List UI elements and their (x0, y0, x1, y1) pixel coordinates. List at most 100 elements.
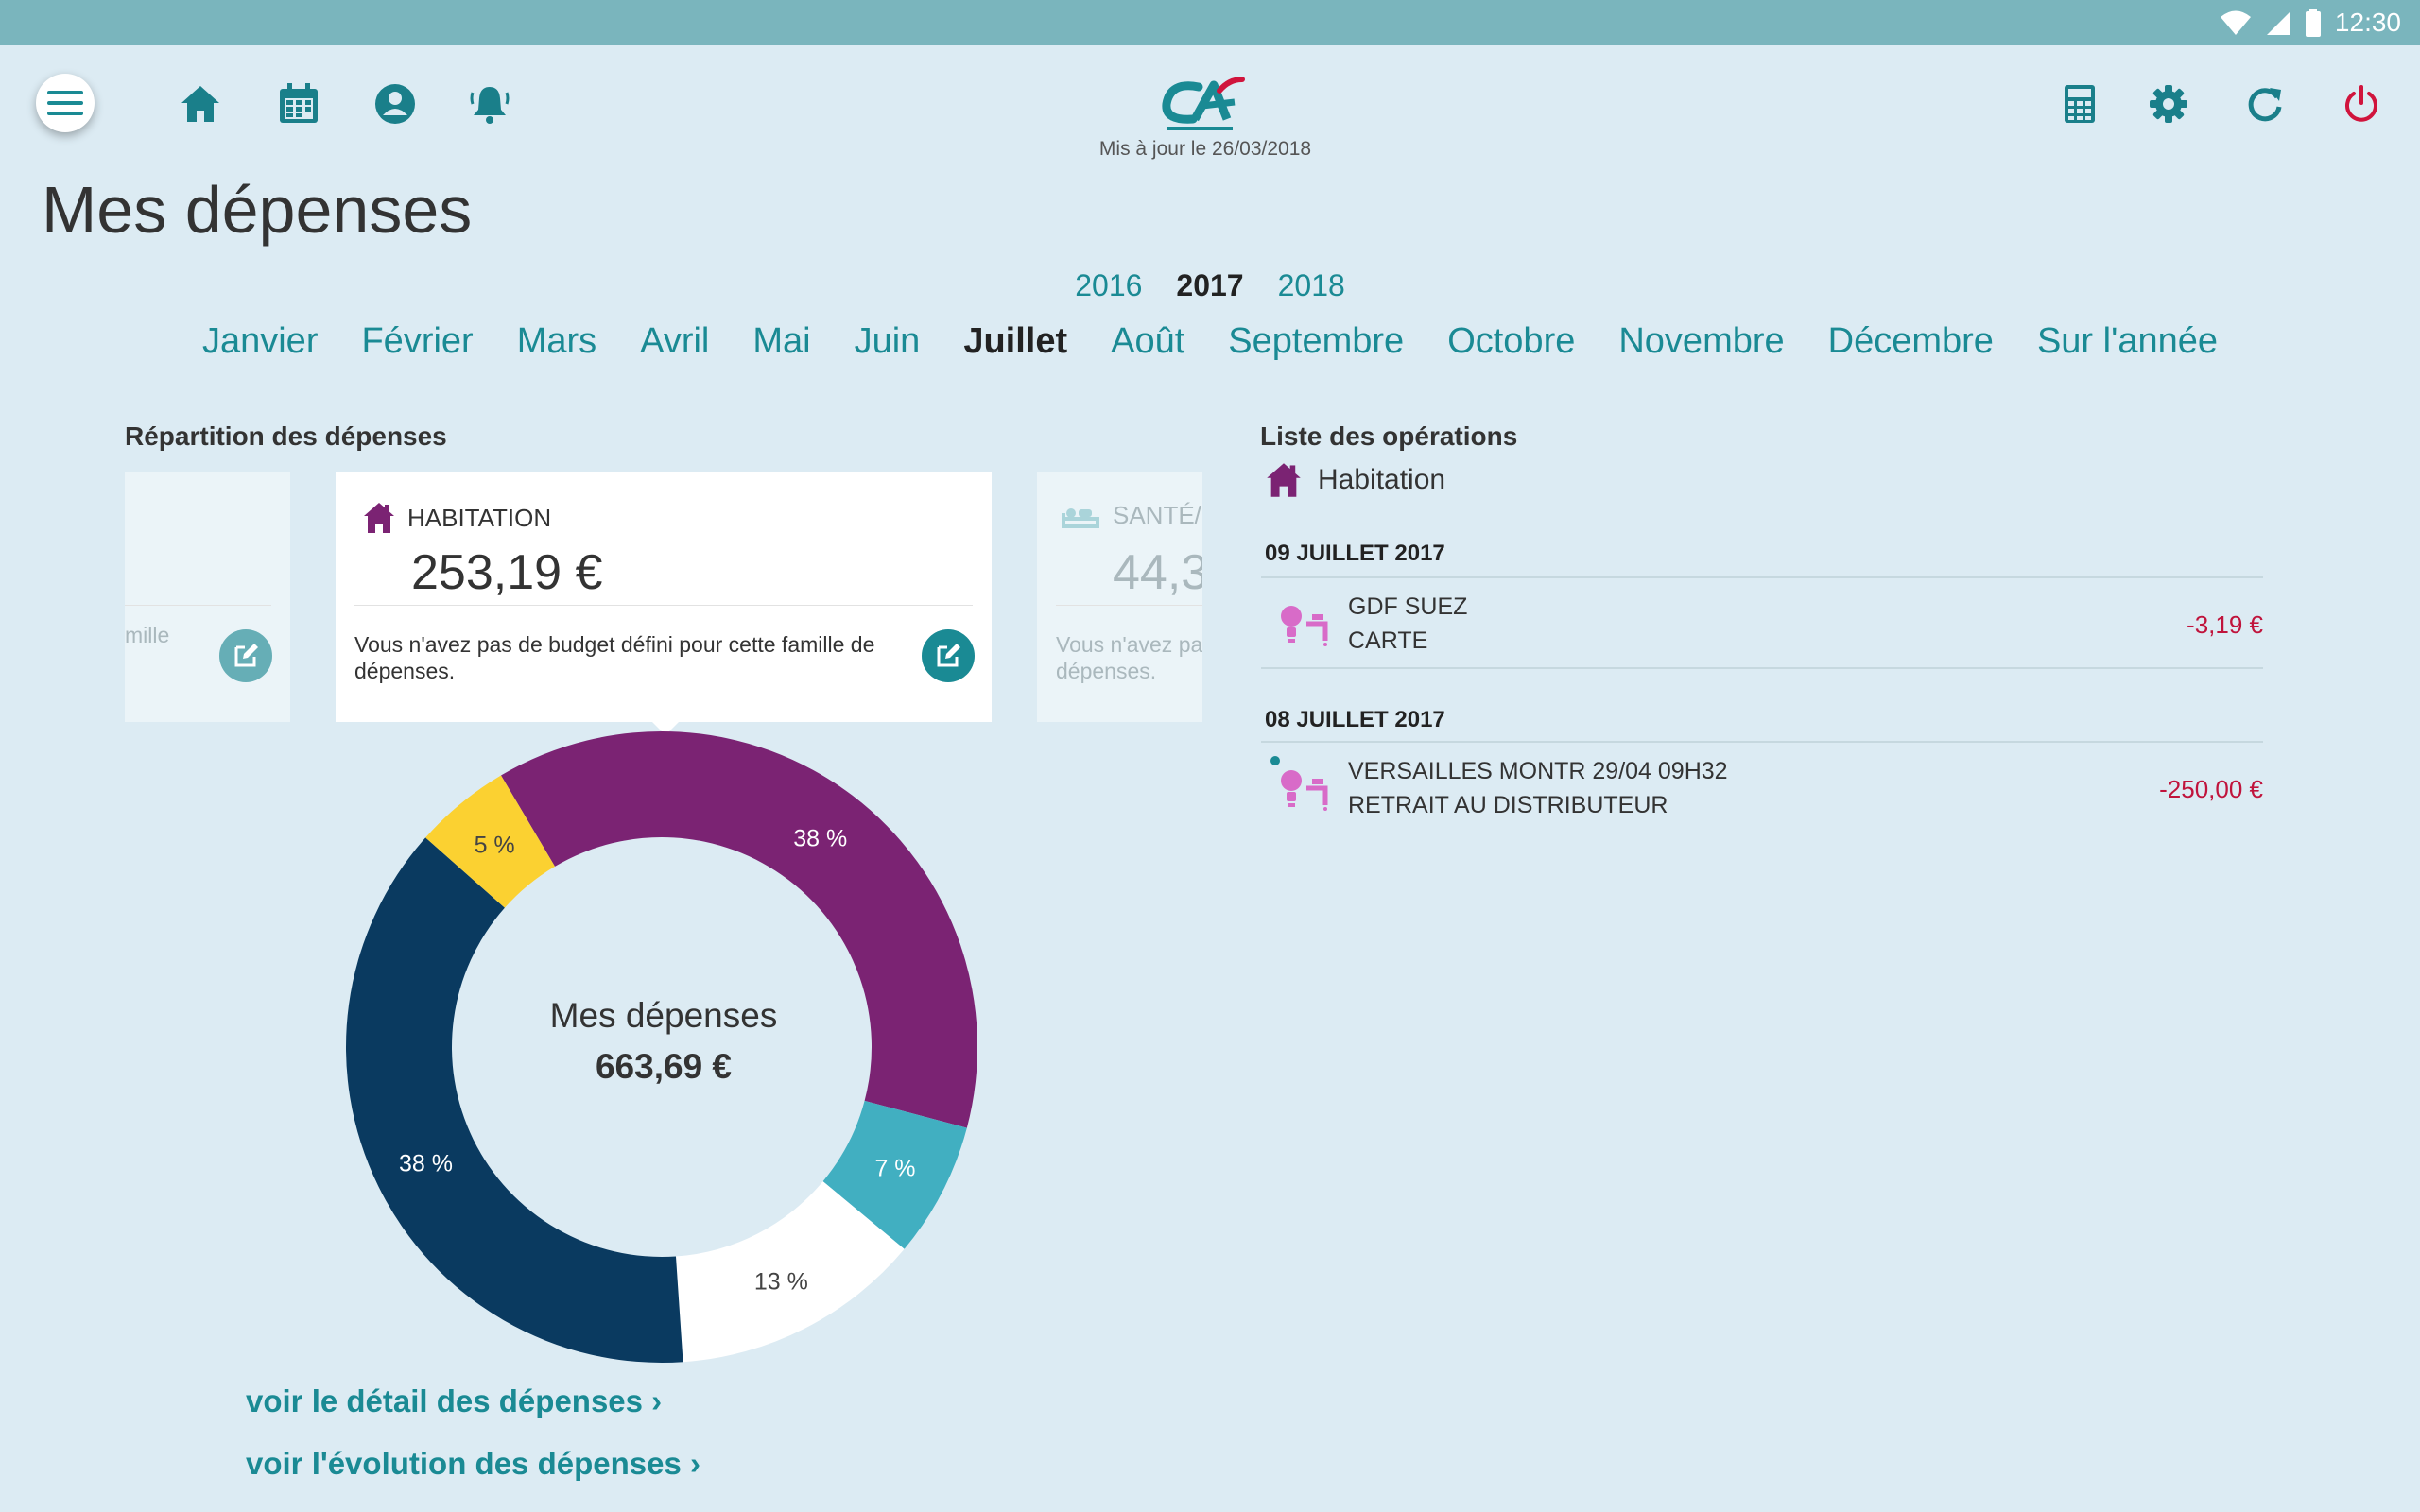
profile-button[interactable] (371, 79, 420, 129)
operation-row[interactable]: GDF SUEZ CARTE -3,19 € (1261, 580, 2263, 667)
divider (1261, 667, 2263, 669)
calendar-icon (280, 83, 318, 123)
card-category-label: SANTÉ/ (1113, 501, 1201, 529)
month-aout[interactable]: Août (1111, 321, 1185, 361)
edit-icon (937, 644, 960, 667)
bell-icon (470, 87, 510, 124)
unread-indicator (1270, 756, 1280, 765)
expenses-donut-chart: 38 % 7 % 13 % 38 % 5 % (346, 730, 977, 1363)
operation-date: 08 JUILLET 2017 (1265, 707, 1445, 732)
page-title: Mes dépenses (42, 173, 473, 247)
status-time: 12:30 (2334, 8, 2401, 37)
repartition-title: Répartition des dépenses (125, 421, 447, 451)
calculator-icon (2065, 85, 2095, 123)
card-category: SANTÉ/ (1060, 501, 1201, 530)
donut-slice-label-4: 5 % (475, 833, 515, 859)
card-category-label: HABITATION (407, 503, 552, 532)
refresh-icon (2248, 88, 2282, 122)
evolution-expenses-link[interactable]: voir l'évolution des dépenses › (246, 1446, 700, 1481)
category-card-previous[interactable]: mille (125, 472, 290, 722)
month-decembre[interactable]: Décembre (1827, 321, 1994, 361)
power-icon (2345, 85, 2377, 122)
month-avril[interactable]: Avril (640, 321, 710, 361)
card-category: HABITATION (362, 501, 551, 535)
refresh-button[interactable] (2240, 79, 2290, 129)
year-2018[interactable]: 2018 (1277, 268, 1345, 302)
operation-label: GDF SUEZ (1348, 593, 1468, 620)
home-button[interactable] (176, 79, 225, 129)
wifi-icon (2220, 10, 2251, 35)
donut-slice-label-3: 38 % (399, 1150, 453, 1177)
card-message: mille (125, 623, 170, 647)
operation-type: CARTE (1348, 627, 1428, 654)
donut-center-value: 663,69 € (595, 1047, 733, 1086)
edit-icon (234, 644, 258, 667)
year-selector: 2016 2017 2018 (0, 268, 2420, 303)
edit-budget-button[interactable] (219, 629, 272, 682)
gear-icon (2150, 85, 2187, 123)
logout-button[interactable] (2337, 79, 2386, 129)
operations-filter-label: Habitation (1318, 464, 1446, 495)
operation-amount: -250,00 € (2159, 775, 2263, 803)
divider (1261, 741, 2263, 743)
energy-water-icon (1281, 770, 1328, 811)
card-separator (125, 605, 271, 606)
operation-label: VERSAILLES MONTR 29/04 09H32 (1348, 758, 1728, 784)
donut-slice-label-1: 7 % (874, 1156, 915, 1182)
year-2017[interactable]: 2017 (1176, 268, 1244, 302)
operation-row[interactable]: VERSAILLES MONTR 29/04 09H32 RETRAIT AU … (1261, 745, 2263, 832)
divider (1261, 576, 2263, 578)
month-janvier[interactable]: Janvier (201, 321, 319, 361)
menu-button[interactable] (36, 74, 95, 132)
house-icon (364, 503, 394, 533)
month-selector: Janvier Février Mars Avril Mai Juin Juil… (0, 321, 2420, 362)
donut-slice-1[interactable] (822, 1100, 967, 1249)
category-card-habitation[interactable]: HABITATION 253,19 € Vous n'avez pas de b… (336, 472, 992, 722)
operations-filter: Habitation (1265, 461, 1445, 499)
card-message: Vous n'avez pas de budget défini pour ce… (354, 632, 875, 683)
month-juin[interactable]: Juin (854, 321, 921, 361)
month-sur-lannee[interactable]: Sur l'année (2036, 321, 2219, 361)
operation-amount: -3,19 € (2187, 610, 2263, 639)
operations-title: Liste des opérations (1260, 421, 1518, 451)
menu-icon (47, 91, 83, 115)
donut-slice-0[interactable] (500, 730, 977, 1128)
category-card-next[interactable]: SANTÉ/ 44,3 Vous n'avez pas de budget dé… (1037, 472, 1202, 722)
month-fevrier[interactable]: Février (361, 321, 474, 361)
month-mai[interactable]: Mai (752, 321, 811, 361)
donut-slice-label-0: 38 % (793, 825, 847, 851)
donut-center-label: Mes dépenses (549, 996, 778, 1035)
profile-icon (375, 84, 415, 124)
house-icon (1267, 463, 1301, 497)
battery-icon (2305, 9, 2321, 37)
calendar-button[interactable] (274, 79, 323, 129)
detail-expenses-link[interactable]: voir le détail des dépenses › (246, 1383, 663, 1418)
operation-type: RETRAIT AU DISTRIBUTEUR (1348, 792, 1668, 818)
signal-icon (2266, 11, 2290, 35)
donut-slice-3[interactable] (346, 837, 683, 1363)
calculator-button[interactable] (2055, 79, 2104, 129)
status-bar: 12:30 (0, 0, 2420, 45)
energy-water-icon (1281, 606, 1328, 646)
card-separator (1056, 605, 1202, 606)
credit-agricole-logo (1161, 74, 1246, 132)
year-2016[interactable]: 2016 (1075, 268, 1143, 302)
donut-slice-label-2: 13 % (754, 1269, 808, 1296)
month-juillet[interactable]: Juillet (963, 321, 1068, 361)
month-mars[interactable]: Mars (516, 321, 597, 361)
health-icon (1062, 507, 1099, 528)
edit-budget-button[interactable] (922, 629, 975, 682)
card-amount: 44,3 (1113, 545, 1202, 600)
month-septembre[interactable]: Septembre (1228, 321, 1405, 361)
notifications-button[interactable] (465, 79, 514, 129)
last-updated-label: Mis à jour le 26/03/2018 (1098, 138, 1312, 160)
donut-slice-2[interactable] (675, 1181, 905, 1363)
month-novembre[interactable]: Novembre (1618, 321, 1785, 361)
home-icon (182, 86, 219, 122)
settings-button[interactable] (2144, 79, 2193, 129)
card-amount: 253,19 € (411, 545, 603, 600)
card-separator (354, 605, 973, 606)
month-octobre[interactable]: Octobre (1447, 321, 1576, 361)
donut-slice-4[interactable] (425, 775, 555, 908)
card-message: Vous n'avez pas de budget défini pour ce… (1056, 632, 1202, 683)
